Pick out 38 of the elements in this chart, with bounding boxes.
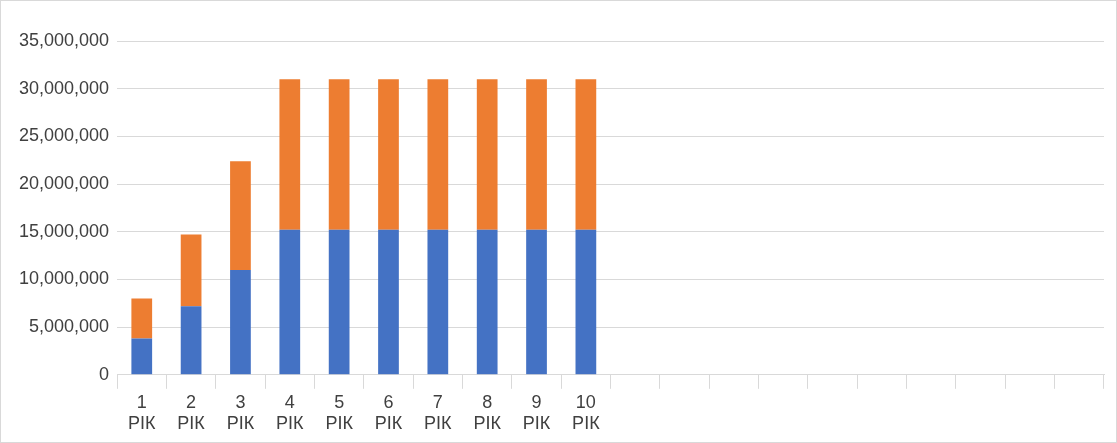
- bar: [279, 229, 301, 375]
- bar: [180, 234, 202, 307]
- bar: [328, 229, 350, 375]
- x-tick-label: 1 РІК: [128, 391, 157, 434]
- bar: [575, 229, 597, 375]
- bar: [131, 338, 153, 375]
- bar: [575, 79, 597, 230]
- x-tick-label: 2 РІК: [177, 391, 206, 434]
- y-tick-label: 5,000,000: [29, 316, 110, 337]
- bar: [427, 79, 449, 230]
- bar: [230, 269, 251, 375]
- bar: [427, 229, 449, 375]
- bar: [476, 79, 498, 230]
- bar: [378, 229, 399, 375]
- x-tick-label: 10 РІК: [572, 391, 601, 434]
- bar: [230, 161, 251, 270]
- bar: [378, 79, 399, 230]
- x-tick-label: 9 РІК: [522, 391, 551, 434]
- y-tick-label: 25,000,000: [18, 125, 110, 146]
- y-tick-label: 30,000,000: [18, 77, 110, 98]
- x-tick-label: 5 РІК: [325, 391, 354, 434]
- y-tick-label: 0: [99, 363, 110, 384]
- x-tick-label: 4 РІК: [276, 391, 305, 434]
- x-tick-label: 6 РІК: [374, 391, 403, 434]
- y-tick-label: 10,000,000: [18, 268, 110, 289]
- bar: [526, 79, 547, 230]
- y-tick-label: 20,000,000: [18, 173, 110, 194]
- y-tick-label: 35,000,000: [18, 29, 110, 50]
- y-tick-label: 15,000,000: [18, 220, 110, 241]
- x-tick-label: 7 РІК: [424, 391, 453, 434]
- bar: [526, 229, 547, 375]
- bar: [279, 79, 301, 230]
- bar: [476, 229, 498, 375]
- x-tick-label: 8 РІК: [473, 391, 502, 434]
- bar: [180, 306, 202, 375]
- x-tick-label: 3 РІК: [226, 391, 255, 434]
- bar: [328, 79, 350, 230]
- bar: [131, 298, 153, 339]
